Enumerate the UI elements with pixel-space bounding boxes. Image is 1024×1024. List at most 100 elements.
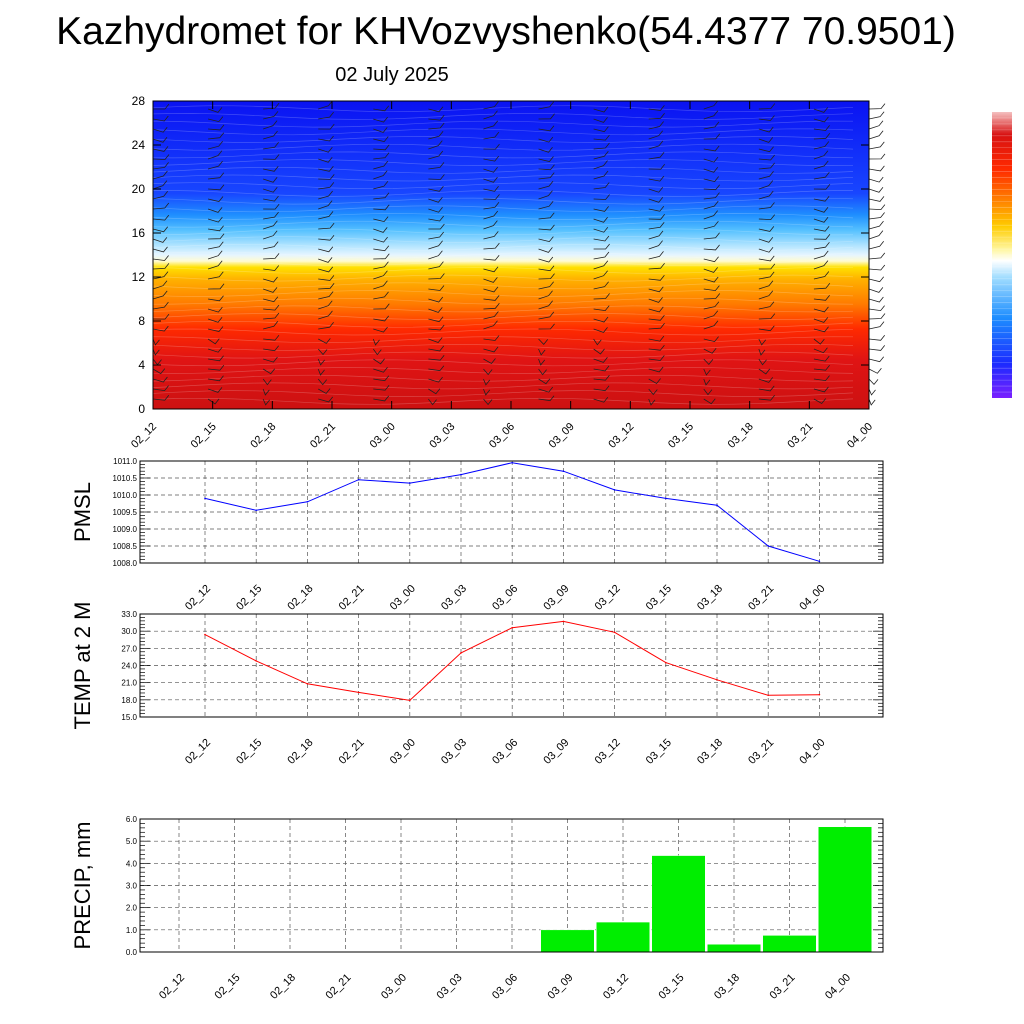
wind-barb	[483, 335, 500, 341]
wind-barb	[373, 180, 389, 190]
wind-barb	[318, 283, 335, 290]
wind-barb	[373, 216, 389, 223]
wind-barb	[318, 200, 333, 210]
wind-barb	[538, 290, 553, 300]
heatmap-y-tick-label: 12	[132, 270, 146, 284]
wind-barb	[813, 271, 830, 280]
wind-barb	[593, 327, 608, 333]
x-tick-label: 03_15	[644, 583, 674, 613]
wind-barb	[758, 325, 775, 332]
contour-line	[152, 228, 854, 236]
wind-barb	[813, 260, 829, 270]
wind-barb	[428, 150, 444, 160]
x-tick-label: 02_18	[285, 737, 315, 767]
temperature-heatmap-panel: 0 4 8 12 16 20 24 28 02_12 02_15 02_18 02_21 03_00 03…	[129, 94, 886, 451]
heatmap-fill	[153, 101, 869, 409]
wind-barb	[758, 280, 774, 290]
y-tick-label: 1009.0	[113, 525, 138, 534]
y-axis-label: TEMP at 2 M	[70, 602, 95, 730]
heatmap-x-tick-label: 03_21	[785, 421, 815, 451]
x-tick-label: 02_15	[234, 737, 264, 767]
wind-barb	[593, 194, 610, 200]
heatmap-x-tick-label: 02_15	[189, 421, 219, 451]
wind-barb	[593, 260, 609, 270]
x-tick-label: 03_12	[601, 972, 631, 1002]
wind-barb	[428, 231, 444, 240]
wind-barb	[483, 346, 499, 353]
contour-line	[152, 397, 854, 405]
wind-barb	[868, 378, 879, 386]
wind-barb	[703, 358, 714, 366]
wind-barb	[813, 364, 830, 371]
wind-barb	[263, 195, 279, 202]
wind-barb	[703, 378, 711, 386]
wind-barb	[758, 348, 766, 356]
contour-line	[152, 151, 854, 159]
wind-barb	[152, 246, 168, 253]
wind-barb	[538, 368, 547, 376]
wind-barb	[152, 280, 168, 290]
y-tick-label: 6.0	[126, 815, 138, 824]
wind-barb	[318, 234, 335, 241]
wind-barb	[593, 243, 610, 250]
wind-barb	[152, 368, 166, 375]
contour-line	[152, 374, 854, 382]
wind-barb	[152, 202, 170, 210]
contour-line	[152, 305, 854, 313]
wind-barb	[703, 167, 719, 173]
x-tick-label: 02_21	[324, 972, 354, 1002]
wind-barb	[538, 147, 553, 153]
chart-date: 02 July 2025	[335, 64, 449, 86]
contour-line	[152, 197, 854, 205]
wind-barb	[428, 398, 437, 406]
wind-barb	[813, 398, 827, 405]
contour-line	[152, 344, 854, 351]
wind-barb	[483, 194, 500, 200]
data-point	[767, 694, 769, 697]
wind-barb	[318, 396, 334, 403]
wind-barb	[648, 130, 664, 140]
wind-barb	[593, 117, 608, 123]
y-axis-label: PMSL	[70, 482, 95, 542]
pmsl-panel: 1008.0 1008.5 1009.0 1009.5 1010.0 1010.5 1011…	[70, 457, 884, 613]
wind-barb	[758, 214, 776, 221]
wind-barb	[758, 202, 775, 210]
wind-barb	[428, 388, 441, 395]
wind-barb	[428, 114, 445, 121]
wind-barb	[868, 296, 884, 303]
y-tick-label: 1.0	[126, 926, 138, 935]
wind-barb	[813, 125, 830, 131]
wind-barb	[153, 103, 170, 110]
wind-barb	[813, 225, 830, 232]
wind-barb	[703, 110, 719, 120]
y-tick-label: 33.0	[121, 610, 137, 619]
wind-barb	[318, 211, 334, 220]
wind-barb	[428, 240, 443, 250]
contour-line	[152, 320, 854, 328]
wind-barb	[703, 368, 711, 376]
wind-barb	[483, 210, 499, 220]
wind-barb	[483, 101, 499, 110]
wind-barb	[868, 398, 876, 406]
wind-barb	[318, 310, 333, 320]
x-tick-label: 03_00	[379, 972, 409, 1002]
wind-barb	[428, 197, 443, 203]
wind-barb	[868, 220, 884, 230]
wind-barb	[538, 311, 555, 320]
wind-barb	[593, 396, 609, 403]
wind-barb	[593, 281, 609, 290]
wind-barb	[868, 305, 885, 312]
wind-barb	[373, 384, 390, 391]
wind-barb	[373, 192, 390, 200]
wind-barb	[373, 170, 388, 180]
heatmap-y-tick-label: 16	[132, 226, 146, 240]
wind-barb	[593, 270, 608, 280]
wind-barb	[758, 180, 774, 190]
wind-barb	[703, 220, 719, 230]
wind-barb	[868, 368, 882, 374]
wind-barb	[758, 368, 771, 375]
heatmap-y-tick-label: 8	[138, 314, 145, 328]
heatmap-x-tick-label: 03_15	[666, 421, 696, 451]
wind-barb	[703, 301, 720, 310]
wind-barb	[813, 282, 831, 290]
